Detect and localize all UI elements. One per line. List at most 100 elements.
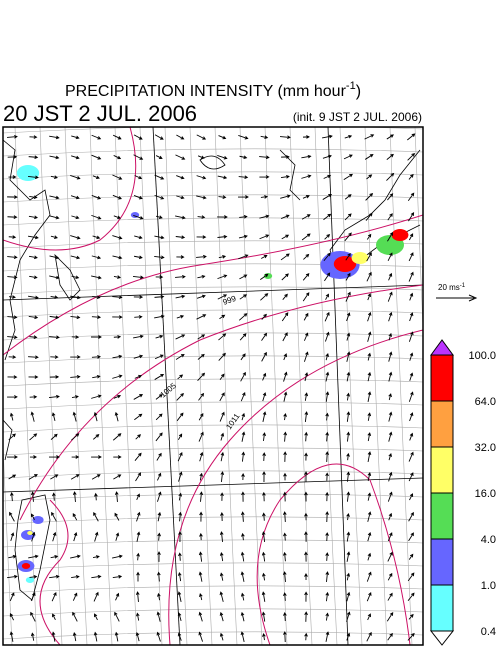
colorbar-tick-label: 64.0 [475,396,496,408]
wind-arrow [409,372,414,381]
wind-arrow [325,591,330,602]
wind-arrow [30,491,35,502]
wind-arrow [71,395,79,399]
wind-arrow [304,531,308,542]
wind-arrow [217,294,228,300]
wind-arrow [70,255,81,260]
wind-arrow [177,451,183,462]
wind-arrow [408,173,414,180]
wind-arrow [71,433,80,441]
wind-arrow [198,412,204,421]
meridian [264,127,288,645]
wind-arrow [261,313,267,320]
wind-arrow [157,491,162,502]
wind-arrow [386,153,394,160]
wind-arrow [280,174,290,179]
wind-arrow [112,374,123,379]
wind-arrow [346,512,350,521]
wind-arrow [281,273,289,281]
wind-arrow [29,195,38,200]
wind-arrow [323,252,331,262]
wind-arrow [240,371,246,382]
wind-arrow [175,154,186,160]
wind-arrow [8,433,16,441]
meridian [364,127,388,645]
wind-arrow [387,291,393,302]
wind-arrow [239,274,248,280]
wind-arrow [388,512,393,521]
wind-arrow [115,532,120,541]
wind-arrow [8,474,17,480]
wind-arrow [302,292,310,302]
wind-arrow [70,355,81,359]
init-time: (init. 9 JST 2 JUL. 2006) [293,110,422,124]
wind-arrow [261,551,266,562]
wind-arrow [364,154,374,160]
colorbar-segment [430,584,454,632]
wind-arrow [279,135,291,140]
wind-arrow [388,471,393,482]
wind-arrow [198,431,204,442]
wind-arrow [50,433,58,440]
wind-arrow [29,335,38,339]
title-close: ) [356,83,361,100]
wind-arrow [304,372,309,382]
wind-arrow [177,591,182,602]
wind-arrow [136,531,141,542]
wind-arrow [387,213,393,221]
wind-arrow [238,175,249,180]
wind-arrow [367,311,372,322]
wind-arrow [28,375,39,379]
wind-arrow [322,134,333,139]
wind-arrow [93,591,99,602]
wind-arrow [198,392,205,401]
wind-arrow [387,231,394,242]
wind-arrow [218,255,227,259]
wind-arrow [304,632,308,641]
precipitation-area [32,516,44,524]
wind-arrow [262,572,266,581]
scale-exponent: -1 [460,283,466,289]
wind-arrow [387,193,394,201]
wind-arrow [112,194,122,200]
wind-arrow [114,631,119,642]
wind-arrow [325,571,330,583]
wind-arrow [241,532,245,541]
precipitation-area [333,256,357,272]
meridian [214,127,238,645]
wind-arrow [49,215,60,220]
wind-arrow [262,471,266,482]
wind-arrow [7,455,18,459]
wind-arrow [367,511,372,522]
wind-arrow [134,315,143,319]
wind-arrow [50,355,59,359]
wind-arrow [408,472,414,482]
wind-arrow [49,375,60,379]
wind-arrow [259,234,270,240]
wind-arrow [388,272,393,281]
wind-arrow [114,512,120,521]
wind-arrow [262,411,267,422]
wind-arrow [29,395,38,399]
wind-arrow [408,532,414,542]
isobar [3,127,137,251]
wind-arrow [322,154,332,159]
wind-arrow [409,292,414,301]
wind-arrow [198,631,203,642]
wind-arrow [220,492,224,501]
wind-arrow [325,391,330,402]
wind-arrow [281,312,289,322]
coastline [329,149,421,266]
wind-arrow [260,255,268,259]
wind-arrow [29,433,38,441]
wind-arrow [407,133,416,141]
meridian [339,127,363,645]
wind-arrow [219,314,226,320]
wind-arrow [280,214,290,220]
wind-arrow [367,352,372,361]
wind-arrow [283,413,287,421]
wind-arrow [70,175,81,180]
wind-arrow [303,312,309,321]
wind-arrow [7,315,18,320]
wind-arrow [367,331,372,342]
